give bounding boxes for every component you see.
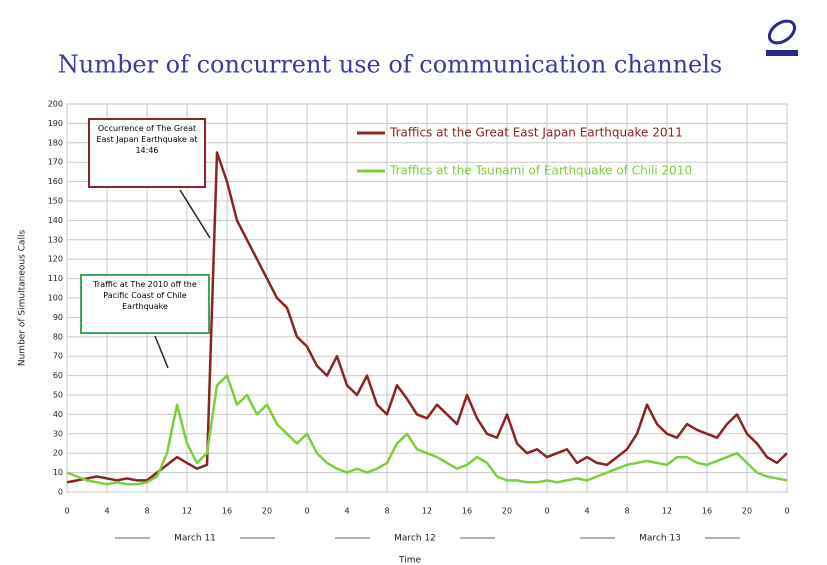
y-tick-label: 200 xyxy=(48,100,63,109)
x-tick-label: 8 xyxy=(144,507,149,516)
y-tick-label: 160 xyxy=(48,177,63,186)
x-tick-label: 12 xyxy=(662,507,672,516)
x-tick-label: 20 xyxy=(742,507,752,516)
y-tick-label: 120 xyxy=(48,255,63,264)
arrow xyxy=(179,189,211,239)
y-tick-label: 70 xyxy=(53,352,63,361)
y-tick-label: 190 xyxy=(48,119,63,128)
x-tick-label: 0 xyxy=(64,507,69,516)
x-tick-label: 12 xyxy=(422,507,432,516)
x-tick-label: 8 xyxy=(624,507,629,516)
x-tick-label: 20 xyxy=(502,507,512,516)
y-tick-label: 20 xyxy=(53,449,63,458)
arrow xyxy=(154,335,169,369)
y-tick-label: 10 xyxy=(53,468,63,477)
x-tick-label: 0 xyxy=(304,507,309,516)
y-tick-label: 180 xyxy=(48,138,63,147)
day-label: March 12 xyxy=(394,534,436,544)
day-label: March 11 xyxy=(174,534,216,544)
legend-label: Traffics at the Tsunami of Earthquake of… xyxy=(389,164,692,178)
x-tick-label: 16 xyxy=(702,507,712,516)
y-tick-label: 170 xyxy=(48,158,63,167)
chart-title: Number of concurrent use of communicatio… xyxy=(58,51,722,79)
x-tick-label: 4 xyxy=(344,507,349,516)
x-tick-label: 4 xyxy=(584,507,589,516)
y-tick-label: 80 xyxy=(53,332,63,341)
annotation: Traffic at The 2010 off the Pacific Coas… xyxy=(80,274,210,334)
y-tick-label: 90 xyxy=(53,313,63,322)
y-tick-label: 50 xyxy=(53,391,63,400)
annotation: Occurrence of The Great East Japan Earth… xyxy=(88,118,206,188)
x-tick-label: 0 xyxy=(784,507,789,516)
y-tick-label: 110 xyxy=(48,274,63,283)
x-axis-label: Time xyxy=(398,556,421,565)
y-tick-label: 130 xyxy=(48,235,63,244)
x-tick-label: 12 xyxy=(182,507,192,516)
x-tick-label: 8 xyxy=(384,507,389,516)
legend-label: Traffics at the Great East Japan Earthqu… xyxy=(389,126,683,140)
line-series xyxy=(66,151,788,484)
logo xyxy=(766,19,798,56)
line-series xyxy=(66,374,788,486)
x-tick-label: 16 xyxy=(462,507,472,516)
x-tick-label: 16 xyxy=(222,507,232,516)
x-tick-label: 0 xyxy=(544,507,549,516)
y-tick-label: 150 xyxy=(48,197,63,206)
y-tick-label: 0 xyxy=(58,488,63,497)
x-tick-label: 20 xyxy=(262,507,272,516)
y-tick-label: 30 xyxy=(53,429,63,438)
y-tick-label: 140 xyxy=(48,216,63,225)
y-tick-label: 60 xyxy=(53,371,63,380)
y-tick-label: 40 xyxy=(53,410,63,419)
y-axis-label: Number of Simultaneous Calls xyxy=(18,230,28,367)
y-tick-label: 100 xyxy=(48,294,63,303)
x-tick-label: 4 xyxy=(104,507,109,516)
day-label: March 13 xyxy=(639,534,681,544)
